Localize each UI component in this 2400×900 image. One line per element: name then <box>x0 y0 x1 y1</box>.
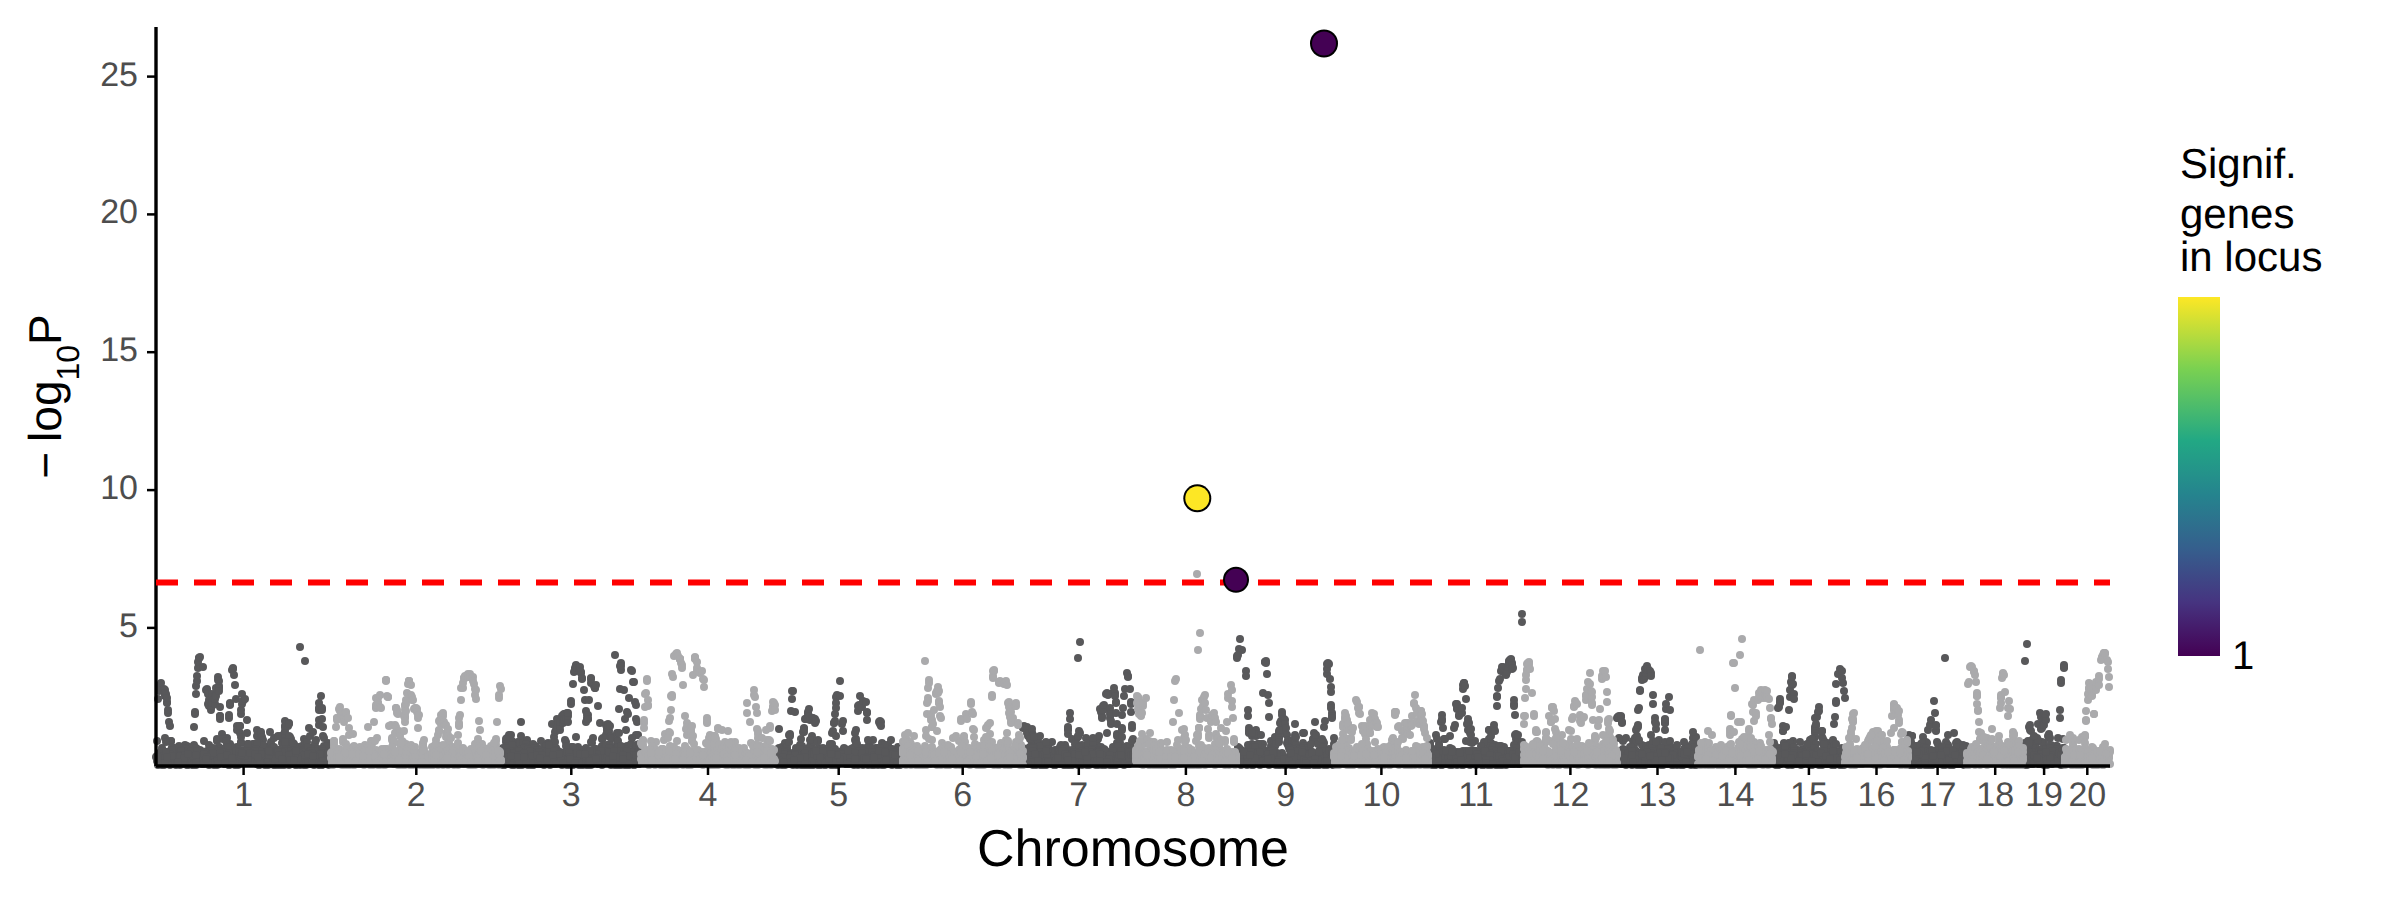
svg-text:1: 1 <box>234 776 253 814</box>
svg-text:15: 15 <box>100 331 138 369</box>
svg-text:9: 9 <box>1276 776 1295 814</box>
svg-text:15: 15 <box>1790 776 1828 814</box>
svg-text:2: 2 <box>407 776 426 814</box>
svg-text:18: 18 <box>1976 776 2014 814</box>
svg-text:8: 8 <box>1176 776 1195 814</box>
svg-text:Chromosome: Chromosome <box>977 820 1289 878</box>
svg-text:12: 12 <box>1551 776 1589 814</box>
svg-text:5: 5 <box>119 607 138 645</box>
svg-text:5: 5 <box>829 776 848 814</box>
svg-text:17: 17 <box>1919 776 1957 814</box>
svg-text:16: 16 <box>1858 776 1896 814</box>
svg-text:14: 14 <box>1716 776 1754 814</box>
svg-text:Signif.: Signif. <box>2180 140 2297 187</box>
svg-text:4: 4 <box>699 776 718 814</box>
svg-text:19: 19 <box>2025 776 2063 814</box>
svg-text:20: 20 <box>100 193 138 231</box>
svg-text:genes: genes <box>2180 190 2294 237</box>
svg-text:25: 25 <box>100 56 138 94</box>
svg-text:10: 10 <box>100 469 138 507</box>
svg-text:7: 7 <box>1069 776 1088 814</box>
svg-text:11: 11 <box>1458 776 1493 814</box>
svg-text:3: 3 <box>562 776 581 814</box>
svg-text:10: 10 <box>1362 776 1400 814</box>
svg-text:13: 13 <box>1639 776 1677 814</box>
svg-text:6: 6 <box>953 776 972 814</box>
svg-text:in locus: in locus <box>2180 233 2322 280</box>
svg-text:1: 1 <box>2232 634 2254 678</box>
svg-text:20: 20 <box>2068 776 2106 814</box>
